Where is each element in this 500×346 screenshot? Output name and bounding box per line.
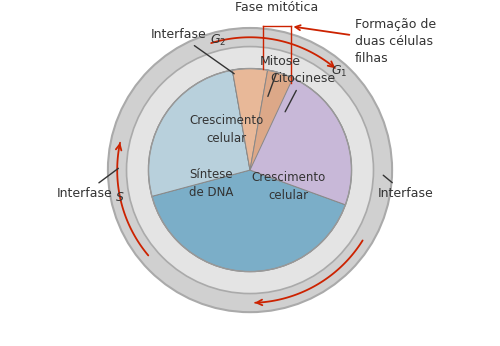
Text: Fase mitótica: Fase mitótica — [236, 1, 318, 15]
Text: Interfase: Interfase — [151, 28, 234, 74]
Text: $S$: $S$ — [116, 191, 125, 204]
Polygon shape — [250, 70, 293, 170]
Text: Formação de
duas células
filhas: Formação de duas células filhas — [296, 18, 436, 65]
Circle shape — [108, 28, 392, 312]
Polygon shape — [232, 69, 268, 170]
Polygon shape — [232, 69, 352, 205]
Text: Citocinese: Citocinese — [270, 72, 335, 112]
Text: Síntese
de DNA: Síntese de DNA — [189, 168, 234, 199]
Polygon shape — [148, 70, 250, 196]
Circle shape — [126, 47, 374, 293]
Text: $G_1$: $G_1$ — [330, 64, 347, 79]
Text: Crescimento
celular: Crescimento celular — [189, 114, 264, 145]
Text: $G_2$: $G_2$ — [210, 33, 226, 48]
Circle shape — [148, 69, 352, 272]
Text: Interfase: Interfase — [56, 169, 118, 200]
Polygon shape — [152, 170, 346, 272]
Text: Crescimento
celular: Crescimento celular — [252, 172, 326, 202]
Text: Interfase: Interfase — [378, 175, 434, 200]
Text: Mitose: Mitose — [260, 55, 301, 97]
